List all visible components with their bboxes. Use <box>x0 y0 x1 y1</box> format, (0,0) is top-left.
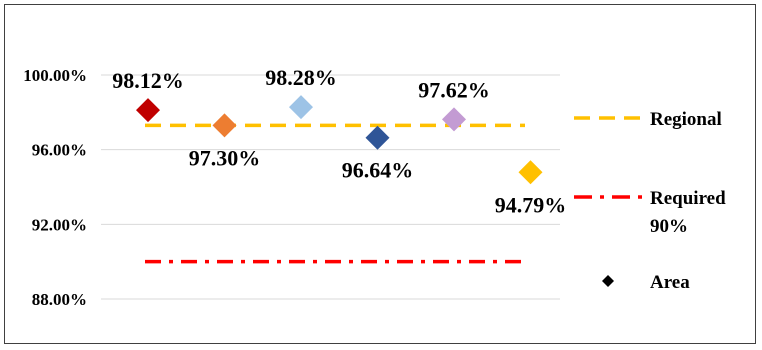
legend-label: Area <box>650 272 690 293</box>
legend-item: Regional <box>574 109 722 130</box>
data-label: 96.64% <box>342 158 414 183</box>
legend-label: Required <box>650 188 726 209</box>
legend: Regional Required 90% Area <box>574 109 726 293</box>
y-tick-label: 92.00% <box>32 215 87 234</box>
data-point <box>518 160 543 185</box>
data-label: 94.79% <box>495 192 567 217</box>
y-tick-label: 100.00% <box>23 66 87 85</box>
legend-marker <box>602 275 614 287</box>
data-label: 97.62% <box>418 77 490 102</box>
chart-svg: 98.12% 97.30% 98.28% 96.64% 97.62% 94.79% 88.… <box>23 65 726 309</box>
legend-label: 90% <box>650 216 688 237</box>
data-point <box>442 107 466 132</box>
data-point <box>365 125 390 150</box>
legend-item: Area <box>602 272 690 293</box>
y-tick-label: 96.00% <box>32 141 87 160</box>
data-label: 98.28% <box>265 65 337 90</box>
chart-frame: 98.12% 97.30% 98.28% 96.64% 97.62% 94.79% 88.… <box>4 4 756 344</box>
data-labels: 98.12% 97.30% 98.28% 96.64% 97.62% 94.79% <box>112 65 566 217</box>
legend-item: Required 90% <box>574 188 726 237</box>
legend-label: Regional <box>650 109 722 130</box>
y-axis-tick-labels: 88.00% 92.00% 96.00% 100.00% <box>23 66 87 309</box>
data-point <box>212 113 237 138</box>
reference-lines <box>145 123 525 264</box>
data-label: 98.12% <box>112 68 184 93</box>
data-label: 97.30% <box>189 145 261 170</box>
data-point <box>136 98 160 123</box>
y-tick-label: 88.00% <box>32 290 87 309</box>
gridlines <box>101 74 560 300</box>
data-point <box>289 95 313 120</box>
data-points <box>136 95 543 185</box>
